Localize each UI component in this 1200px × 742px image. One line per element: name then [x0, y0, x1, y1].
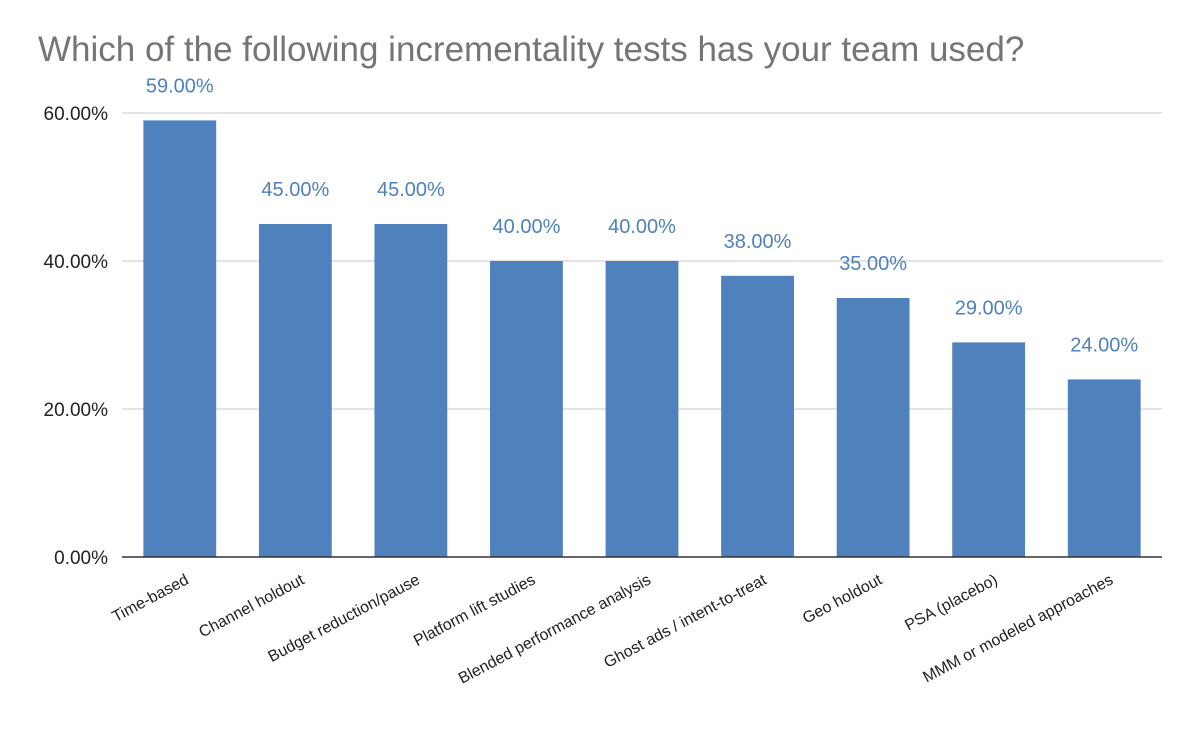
data-label: 40.00%	[493, 216, 561, 238]
bar	[836, 298, 910, 557]
x-category-label: Time-based	[110, 572, 192, 626]
bar	[258, 224, 332, 557]
bar	[143, 120, 217, 558]
data-label: 40.00%	[608, 216, 676, 238]
bar	[1067, 379, 1141, 557]
bar	[490, 261, 563, 557]
data-label: 35.00%	[839, 253, 907, 275]
y-tick-label: 40.00%	[44, 252, 109, 273]
x-category-label: Blended performance analysis	[456, 572, 654, 688]
x-category-label: PSA (placebo)	[902, 572, 1000, 635]
data-label: 45.00%	[377, 179, 445, 201]
x-category-label: MMM or modeled approaches	[920, 572, 1116, 687]
y-tick-label: 60.00%	[44, 104, 109, 125]
data-label: 29.00%	[955, 297, 1023, 319]
y-tick-label: 20.00%	[44, 400, 109, 421]
y-tick-label: 0.00%	[54, 548, 108, 569]
x-category-label: Channel holdout	[196, 571, 307, 641]
bar	[721, 275, 794, 557]
y-axis-ticks: 0.00% 20.00% 40.00% 60.00%	[44, 104, 109, 569]
data-label: 24.00%	[1070, 334, 1138, 356]
data-labels: 59.00% 45.00% 45.00% 40.00% 40.00% 38.00% 35.0…	[146, 75, 1138, 356]
chart-title: Which of the following incrementality te…	[38, 30, 1025, 69]
bar	[605, 261, 679, 557]
bar	[374, 224, 448, 557]
data-label: 38.00%	[724, 231, 792, 253]
x-category-label: Geo holdout	[800, 571, 885, 627]
bars	[143, 120, 1141, 558]
bar	[952, 342, 1026, 557]
data-label: 45.00%	[261, 179, 329, 201]
data-label: 59.00%	[146, 75, 214, 97]
